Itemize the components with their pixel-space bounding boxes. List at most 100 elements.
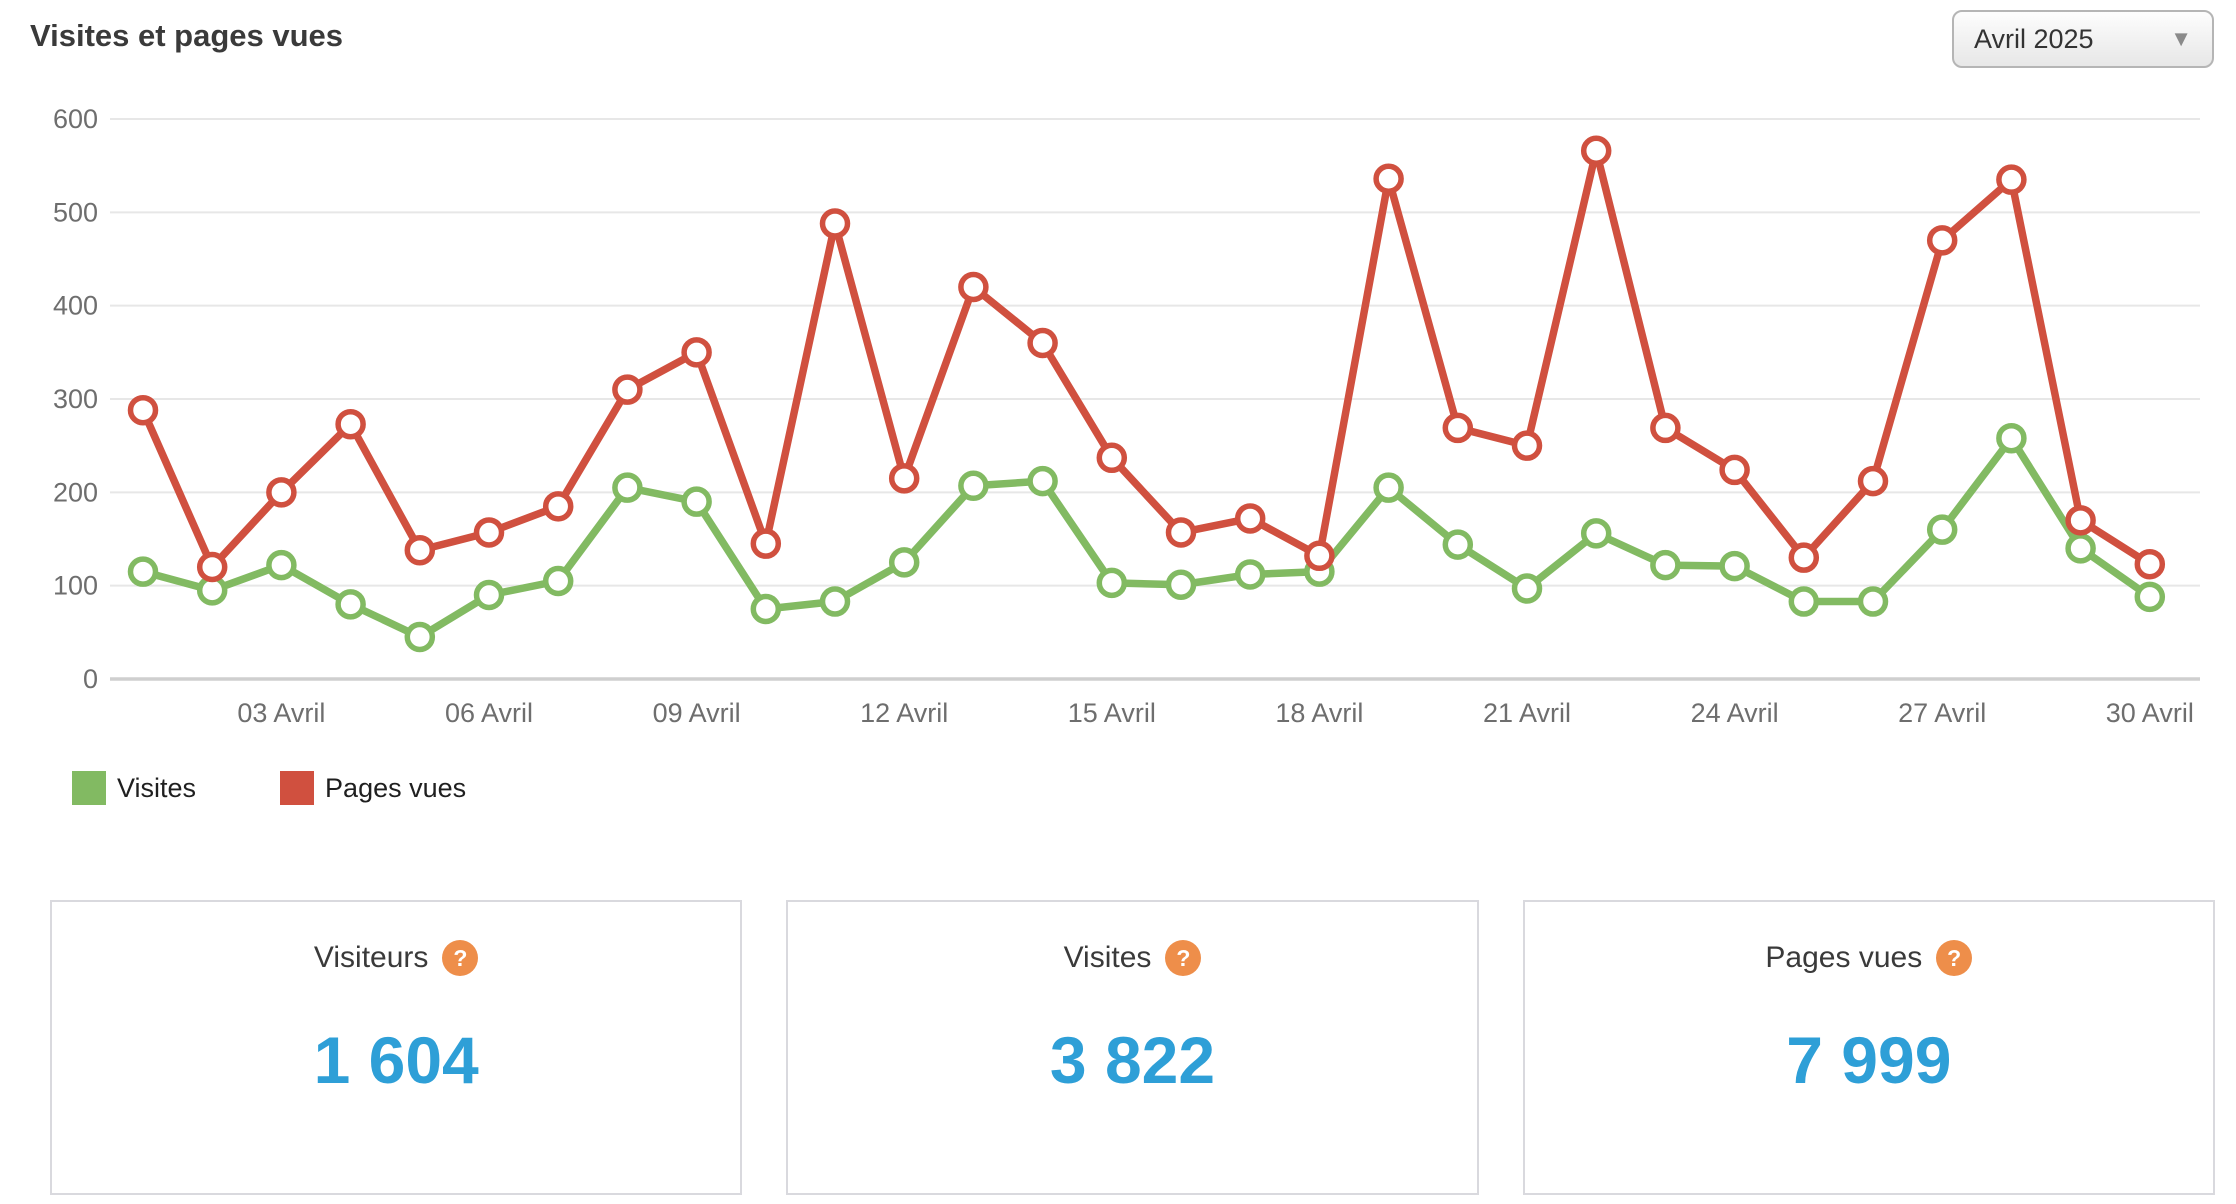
marker-pages-vues-day-11[interactable] [819,208,851,239]
marker-visites-day-23[interactable] [1650,549,1681,581]
stat-label-visiteurs: Visiteurs [313,941,429,974]
stat-box-visiteurs: Visiteurs ? 1 604 [50,900,743,1195]
marker-pages-vues-day-5[interactable] [404,534,436,566]
x-axis-tick-label: 15 Avril [1068,698,1156,728]
marker-pages-vues-day-30[interactable] [2134,548,2166,580]
marker-visites-day-13[interactable] [958,470,989,502]
stat-value-pages-vues: 7 999 [1786,1023,1952,1097]
period-dropdown[interactable]: Avril 2025 ▼ [1952,10,2214,68]
chevron-down-icon: ▼ [2170,26,2192,51]
stat-header: Visites ? [1064,940,1202,976]
marker-pages-vues-day-15[interactable] [1096,442,1128,474]
marker-visites-day-15[interactable] [1096,567,1128,599]
summary-stats-row: Visiteurs ? 1 604 Visites ? 3 822 Pages … [50,900,2215,1195]
y-axis-tick-label: 300 [53,384,98,414]
marker-pages-vues-day-3[interactable] [266,477,297,508]
marker-visites-day-12[interactable] [888,547,920,578]
widget-header: Visites et pages vues Avril 2025 ▼ [0,0,2236,74]
marker-visites-day-24[interactable] [1719,550,1750,582]
visits-pageviews-line-chart[interactable]: 0 100 200 300 400 500 600 03 Avril 06 Avril 09 Av… [0,74,2236,746]
chart-legend: Visites Pages vues [72,770,2236,806]
marker-visites-day-3[interactable] [266,549,297,581]
x-axis-tick-label: 06 Avril [445,698,533,728]
marker-visites-day-11[interactable] [819,586,851,617]
marker-pages-vues-day-9[interactable] [681,337,712,368]
x-axis-tick-label: 24 Avril [1691,698,1779,728]
marker-visites-day-20[interactable] [1442,529,1474,560]
period-dropdown-value: Avril 2025 [1974,23,2094,54]
help-icon[interactable]: ? [1936,940,1973,976]
marker-pages-vues-day-10[interactable] [750,528,782,559]
marker-pages-vues-day-23[interactable] [1650,412,1681,444]
marker-visites-day-10[interactable] [750,593,782,625]
marker-visites-day-8[interactable] [612,472,643,503]
marker-pages-vues-day-21[interactable] [1511,430,1543,461]
marker-visites-day-14[interactable] [1027,465,1058,497]
marker-pages-vues-day-22[interactable] [1580,135,1612,166]
legend-item-pages-vues: Pages vues [280,771,466,805]
stat-box-pages-vues: Pages vues ? 7 999 [1522,900,2215,1195]
x-axis-tick-label: 09 Avril [653,698,741,728]
marker-pages-vues-day-2[interactable] [196,551,228,583]
marker-visites-day-21[interactable] [1511,573,1543,604]
x-axis-tick-label: 30 Avril [2106,698,2194,728]
marker-pages-vues-day-25[interactable] [1788,542,1820,573]
marker-pages-vues-day-13[interactable] [958,271,989,303]
marker-visites-day-7[interactable] [542,565,574,597]
stat-label-visites: Visites [1063,941,1152,974]
page-title: Visites et pages vues [30,18,344,53]
help-icon[interactable]: ? [1165,940,1202,976]
marker-pages-vues-day-27[interactable] [1926,225,1958,256]
marker-visites-day-29[interactable] [2065,533,2096,564]
marker-pages-vues-day-29[interactable] [2065,505,2096,536]
marker-pages-vues-day-28[interactable] [1996,164,2027,195]
marker-pages-vues-day-6[interactable] [473,517,505,548]
legend-label-visites: Visites [117,772,197,803]
marker-pages-vues-day-20[interactable] [1442,412,1474,444]
marker-pages-vues-day-17[interactable] [1234,503,1266,534]
legend-item-visites: Visites [72,771,196,805]
marker-pages-vues-day-7[interactable] [542,491,574,522]
marker-visites-day-17[interactable] [1234,559,1266,590]
marker-visites-day-30[interactable] [2134,581,2166,613]
marker-pages-vues-day-4[interactable] [335,408,366,440]
marker-visites-day-27[interactable] [1926,514,1958,545]
marker-visites-day-19[interactable] [1373,472,1404,503]
marker-visites-day-1[interactable] [127,556,159,587]
x-axis-tick-label: 03 Avril [237,698,325,728]
y-axis-tick-label: 600 [53,104,98,134]
y-axis-tick-label: 500 [53,197,98,227]
stat-box-visites: Visites ? 3 822 [786,900,1479,1195]
stat-header: Pages vues ? [1765,940,1973,976]
marker-visites-day-9[interactable] [681,486,712,517]
marker-pages-vues-day-26[interactable] [1857,465,1889,497]
x-axis-tick-label: 18 Avril [1275,698,1363,728]
marker-pages-vues-day-1[interactable] [127,394,159,426]
marker-pages-vues-day-8[interactable] [612,374,643,405]
marker-visites-day-16[interactable] [1165,569,1197,600]
marker-pages-vues-day-12[interactable] [888,463,920,494]
y-axis-tick-label: 200 [53,477,98,507]
marker-visites-day-6[interactable] [473,579,505,611]
marker-visites-day-4[interactable] [335,589,366,620]
marker-visites-day-5[interactable] [404,621,436,653]
marker-pages-vues-day-16[interactable] [1165,517,1197,548]
marker-pages-vues-day-19[interactable] [1373,163,1404,194]
series-line-visites [139,434,2154,641]
help-icon[interactable]: ? [442,940,479,976]
marker-visites-day-28[interactable] [1996,422,2027,454]
y-axis-tick-label: 0 [83,664,98,694]
marker-pages-vues-day-18[interactable] [1304,540,1335,572]
marker-visites-day-22[interactable] [1580,518,1612,549]
pages-vues-color-swatch [280,771,315,805]
marker-pages-vues-day-14[interactable] [1027,327,1058,359]
marker-pages-vues-day-24[interactable] [1719,454,1750,486]
x-axis-tick-label: 27 Avril [1898,698,1986,728]
stat-header: Visiteurs ? [314,940,479,976]
marker-visites-day-25[interactable] [1788,586,1820,617]
visites-color-swatch [72,771,106,805]
x-axis-tick-label: 21 Avril [1483,698,1571,728]
marker-visites-day-26[interactable] [1857,586,1889,617]
y-axis-tick-label: 100 [53,571,98,601]
